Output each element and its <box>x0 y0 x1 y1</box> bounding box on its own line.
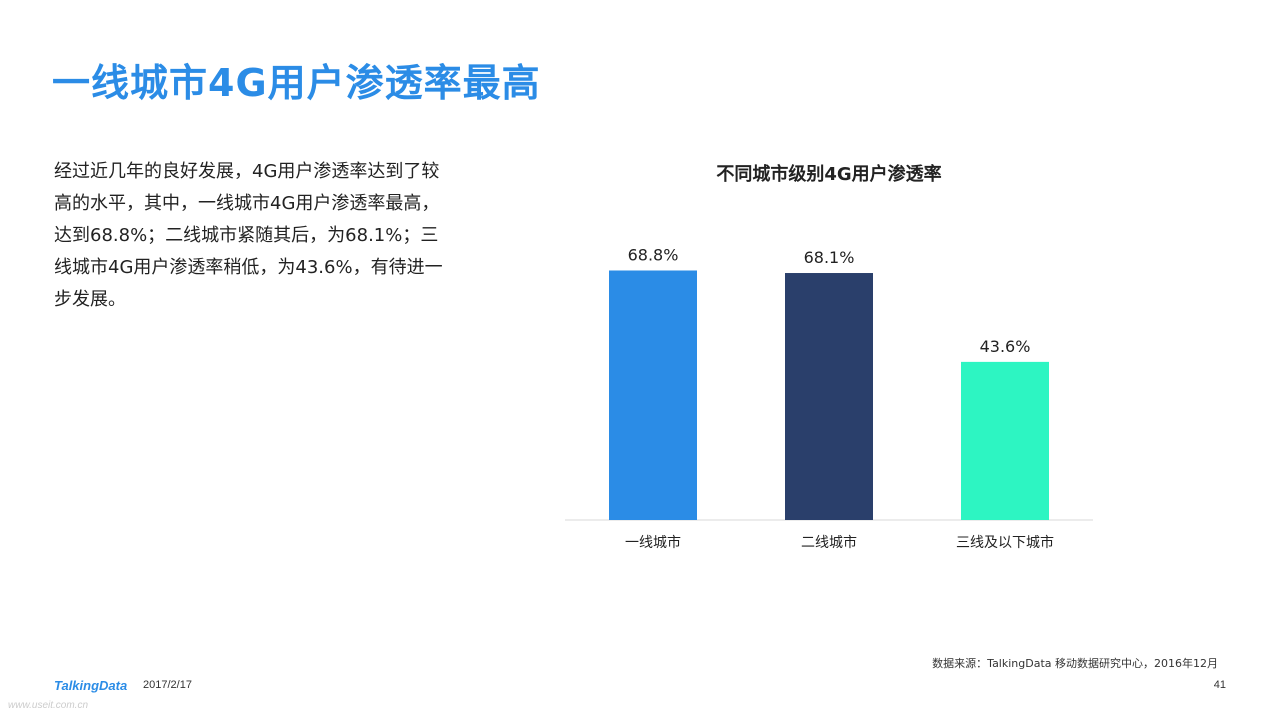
data-label-2: 68.1% <box>804 248 855 267</box>
data-label-3: 43.6% <box>980 337 1031 356</box>
watermark: www.useit.com.cn <box>8 700 89 711</box>
data-source: 数据来源：TalkingData 移动数据研究中心，2016年12月 <box>932 657 1218 670</box>
page-number: 41 <box>1213 679 1226 691</box>
bar-2 <box>785 273 873 520</box>
bar-1 <box>609 270 697 520</box>
category-label-2: 二线城市 <box>801 534 857 551</box>
bar-3 <box>961 361 1049 520</box>
data-label-1: 68.8% <box>628 245 679 264</box>
category-label-3: 三线及以下城市 <box>956 534 1054 551</box>
slide-title: 一线城市4G用户渗透率最高 <box>52 61 541 105</box>
footer-date: 2017/2/17 <box>143 679 192 691</box>
talkingdata-logo: TalkingData <box>54 678 128 693</box>
bar-chart: 68.8% 一线城市 68.1% 二线城市 43.6% 三线及以下城市 <box>565 245 1093 551</box>
chart-title: 不同城市级别4G用户渗透率 <box>716 164 942 185</box>
summary-text: 经过近几年的良好发展，4G用户渗透率达到了较高的水平，其中，一线城市4G用户渗透… <box>54 161 443 310</box>
category-label-1: 一线城市 <box>625 534 681 551</box>
